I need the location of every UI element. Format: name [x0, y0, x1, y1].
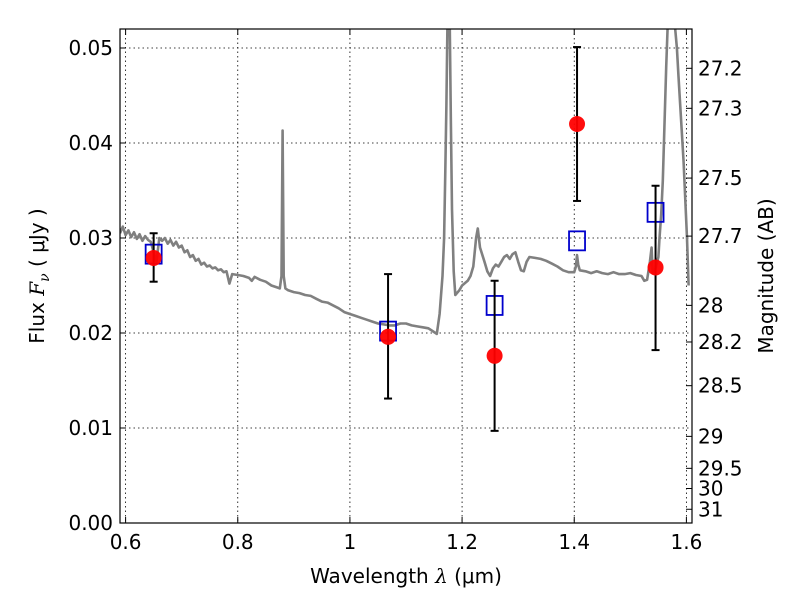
y2-tick-label: 28.2: [698, 330, 743, 354]
y2-tick-label: 28: [698, 293, 723, 317]
x-tick-label: 1.4: [558, 530, 590, 554]
y2-tick-label: 27.3: [698, 96, 743, 120]
y2-tick-label: 30: [698, 477, 723, 501]
ticks: 0.6 0.8 1 1.2 1.4 1.6 0.00 0.01 0.02 0.03 0.04 0.05…: [68, 29, 743, 554]
observed-flux-point: [380, 328, 397, 345]
plot-area: [120, 29, 690, 432]
observed-flux-point: [647, 259, 664, 276]
y-tick-label: 0.05: [68, 36, 113, 60]
y-tick-label: 0.00: [68, 511, 113, 535]
plot-frame: [119, 28, 693, 524]
y2-tick-label: 31: [698, 497, 723, 521]
model-spectrum-line: [120, 29, 690, 336]
observed-flux-point: [569, 116, 586, 132]
y-tick-label: 0.03: [68, 226, 113, 250]
y-tick-label: 0.04: [68, 131, 113, 155]
y2-tick-label: 27.7: [698, 224, 743, 248]
observed-flux-point: [145, 249, 162, 266]
y-tick-label: 0.02: [68, 321, 113, 345]
y2-tick-label: 28.5: [698, 374, 743, 398]
y2-tick-label: 29.5: [698, 456, 743, 480]
x-tick-label: 1: [344, 530, 357, 554]
x-tick-label: 0.8: [222, 530, 254, 554]
axes-frame: [119, 28, 693, 524]
x-tick-label: 0.6: [110, 530, 142, 554]
observed-flux-point: [486, 347, 503, 364]
y2-tick-label: 29: [698, 424, 723, 448]
grid: [120, 29, 692, 524]
model-flux-square: [568, 230, 586, 252]
y-tick-label: 0.01: [68, 416, 113, 440]
x-axis-label: Wavelength λ (μm): [310, 564, 502, 588]
y2-axis-label: Magnitude (AB): [754, 198, 778, 353]
y-axis-label: Flux Fν ( μJy ): [25, 208, 53, 343]
x-tick-label: 1.6: [670, 530, 702, 554]
x-tick-label: 1.2: [446, 530, 478, 554]
y2-tick-label: 27.5: [698, 166, 743, 190]
y2-tick-label: 27.2: [698, 56, 743, 80]
